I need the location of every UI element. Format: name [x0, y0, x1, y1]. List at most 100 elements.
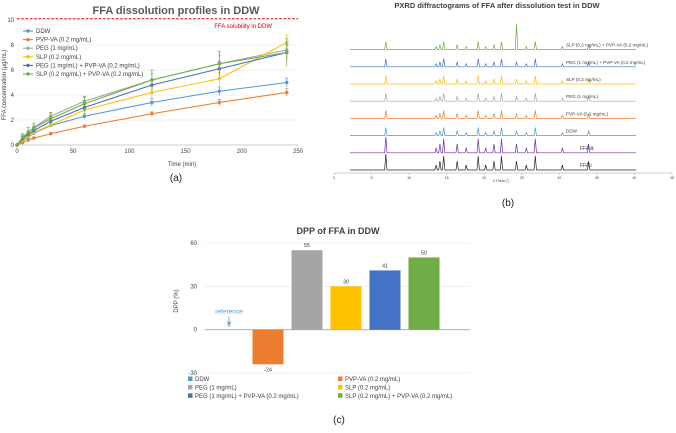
panel-b-label: (b) — [502, 198, 514, 209]
legend-c-label-slp: SLP (0.2 mg/mL) — [345, 385, 390, 391]
point-slp_pvpva-2 — [26, 130, 30, 135]
trace-label-peg: PEG (1 mg/mL) — [566, 94, 598, 99]
tick-a-x-50: 50 — [70, 149, 77, 155]
series-slp_pvpva — [15, 38, 289, 147]
tick-b-x-5: 5 — [371, 176, 373, 180]
legend-a-label-slp: SLP (0.2 mg/mL) — [36, 55, 81, 61]
point-ddw-8 — [285, 80, 289, 85]
tick-b-x-15: 15 — [445, 176, 449, 180]
panel-c-dpp-chart: DPP of FFA in DDW 60 30 0 -30 0 -24 55 30 41 50 r… — [174, 226, 470, 426]
point-pvpva-7 — [217, 100, 222, 105]
tick-c-y-30: 30 — [190, 284, 197, 290]
tick-a-y-10: 10 — [7, 18, 14, 24]
tick-a-y-0: 0 — [11, 143, 15, 149]
trace-label-pvpva: PVP-VA (0.2 mg/mL) — [566, 111, 609, 116]
point-slp_pvpva-5 — [82, 102, 87, 106]
trace-path-peg_pvpva — [350, 58, 636, 68]
trace-path-ddw — [350, 127, 636, 136]
tick-b-x-25: 25 — [520, 176, 524, 180]
legend-a-marker-pvpva — [26, 37, 30, 42]
tick-a-y-8: 8 — [11, 43, 15, 49]
trace-slp: SLP (0.2 mg/mL) — [350, 75, 636, 85]
tick-b-x-10: 10 — [407, 176, 411, 180]
legend-c-swatch-pvpva — [338, 376, 343, 381]
legend-c-label-pvpva: PVP-VA (0.2 mg/mL) — [345, 377, 400, 383]
tick-a-y-2: 2 — [11, 118, 15, 124]
panel-c-label: (c) — [333, 415, 345, 426]
point-pvpva-2 — [26, 138, 30, 142]
trace-ddw: DDW — [350, 127, 636, 136]
tick-c-y--30: -30 — [188, 371, 197, 377]
bar-value-ddw: 0 — [227, 323, 230, 329]
point-slp_pvpva-4 — [49, 117, 53, 121]
legend-a-label-peg_pvpva: PEG (1 mg/mL) + PVP-VA (0.2 mg/mL) — [36, 63, 140, 69]
legend-c-swatch-slp_pvpva — [338, 393, 343, 398]
legend-c-label-peg: PEG (1 mg/mL) — [195, 385, 237, 391]
point-ddw-6 — [150, 100, 154, 105]
chart-b-title: PXRD diffractograms of FFA after dissolu… — [394, 1, 600, 10]
legend-a-label-slp_pvpva: SLP (0.2 mg/mL) + PVP-VA (0.2 mg/mL) — [36, 72, 143, 78]
point-slp_pvpva-6 — [150, 78, 154, 82]
point-slp-6 — [150, 90, 154, 95]
reference-annotation: reference — [215, 309, 243, 316]
point-slp_pvpva-3 — [32, 126, 36, 130]
tick-a-x-200: 200 — [237, 149, 248, 155]
bar-pvpva — [252, 329, 284, 365]
chart-b-xlabel: 2-Theta (°) — [493, 179, 510, 183]
trace-path-slp_pvpva — [350, 23, 636, 50]
trace-path-slp — [350, 75, 636, 85]
point-slp_pvpva-7 — [217, 62, 222, 66]
series-pvpva — [15, 88, 289, 147]
trace-slp_pvpva: SLP (0.2 mg/mL) + PVP-VA (0.2 mg/mL) — [350, 23, 649, 50]
point-pvpva-5 — [82, 124, 87, 128]
point-slp-7 — [217, 77, 222, 81]
trace-label-slp: SLP (0.2 mg/mL) — [566, 77, 601, 82]
legend-a-marker-peg — [26, 46, 30, 50]
legend-a-marker-slp — [26, 55, 30, 59]
point-slp_pvpva-1 — [20, 135, 25, 140]
chart-a-ylabel: FFA concentration (µg/mL) — [2, 50, 8, 121]
tick-c-y-60: 60 — [190, 241, 197, 247]
bar-peg — [291, 250, 323, 330]
tick-b-x-30: 30 — [557, 176, 561, 180]
tick-a-y-4: 4 — [11, 93, 15, 99]
point-pvpva-4 — [49, 132, 53, 136]
tick-a-x-250: 250 — [293, 149, 304, 155]
bar-value-slp_pvpva: 50 — [421, 250, 427, 256]
point-pvpva-8 — [285, 90, 289, 95]
reference-arrow — [226, 316, 232, 325]
trace-label-ddw: DDW — [566, 129, 578, 134]
chart-c-ylabel: DPP (%) — [174, 289, 180, 312]
legend-c-swatch-peg_pvpva — [188, 393, 193, 398]
tick-a-y-6: 6 — [11, 68, 15, 74]
bar-slp — [330, 286, 362, 330]
legend-a-label-pvpva: PVP-VA (0.2 mg/mL) — [36, 38, 91, 44]
point-ddw-7 — [217, 89, 222, 93]
trace-label-peg_pvpva: PEG (1 mg/mL) + PVP-VA (0.2 mg/mL) — [566, 60, 646, 65]
trace-ffa_i: FFA Ⅰ — [350, 153, 636, 171]
trace-pvpva: PVP-VA (0.2 mg/mL) — [350, 110, 636, 119]
legend-c-swatch-ddw — [188, 376, 193, 381]
solubility-label: FFA solubility in DDW — [214, 24, 272, 30]
tick-b-x-20: 20 — [482, 176, 486, 180]
point-slp_pvpva-8 — [285, 50, 289, 55]
trace-peg: PEG (1 mg/mL) — [350, 93, 636, 102]
trace-path-ffa_i — [350, 153, 636, 171]
trace-peg_pvpva: PEG (1 mg/mL) + PVP-VA (0.2 mg/mL) — [350, 58, 646, 68]
trace-label-ffa_i: FFA Ⅰ — [580, 163, 592, 169]
panel-b-pxrd-chart: PXRD diffractograms of FFA after dissolu… — [333, 1, 674, 209]
trace-path-peg — [350, 93, 636, 102]
legend-a-label-ddw: DDW — [36, 29, 51, 35]
legend-c-label-ddw: DDW — [195, 377, 210, 383]
point-pvpva-1 — [20, 140, 25, 145]
trace-label-ffa_iii: FFA Ⅲ — [580, 146, 594, 152]
tick-b-x-0: 0 — [333, 176, 335, 180]
tick-a-x-0: 0 — [15, 149, 19, 155]
chart-a-xlabel: Time (min) — [168, 162, 196, 168]
tick-a-x-100: 100 — [124, 149, 135, 155]
point-ddw-5 — [82, 114, 87, 118]
bar-slp_pvpva — [408, 257, 440, 330]
legend-c-label-peg_pvpva: PEG (1 mg/mL) + PVP-VA (0.2 mg/mL) — [195, 394, 299, 400]
legend-c-swatch-slp — [338, 384, 343, 390]
point-pvpva-6 — [150, 112, 154, 116]
